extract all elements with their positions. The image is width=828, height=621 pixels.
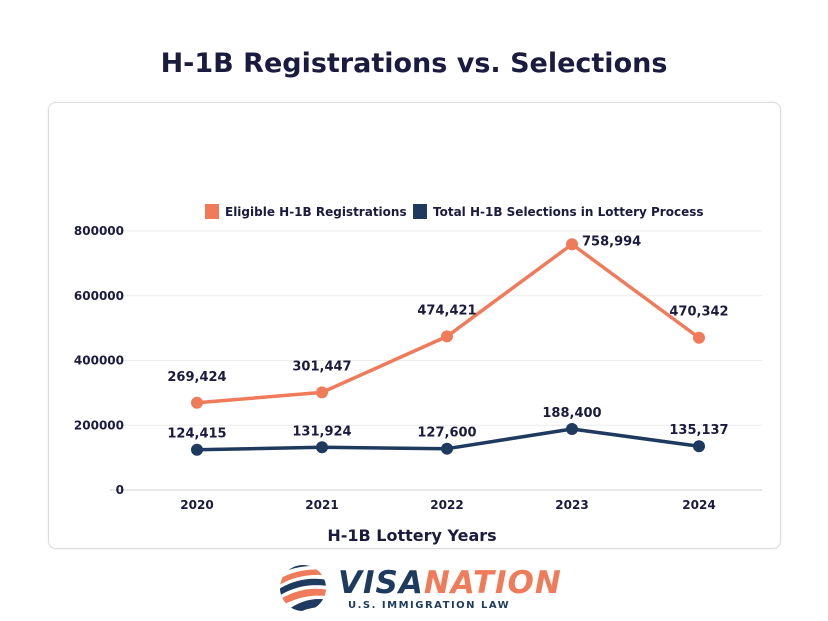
data-point	[693, 440, 705, 453]
legend-label: Total H-1B Selections in Lottery Process	[433, 205, 704, 219]
logo-nation: NATION	[423, 565, 562, 601]
logo-visa: VISA	[338, 565, 424, 601]
logo-wordmark: VISANATION	[338, 565, 562, 601]
globe-logo-icon	[280, 565, 326, 611]
x-axis-label: H-1B Lottery Years	[327, 526, 496, 545]
logo-tagline: U.S. IMMIGRATION LAW	[348, 600, 511, 611]
data-label: 188,400	[542, 406, 601, 421]
chart-title: H-1B Registrations vs. Selections	[160, 48, 668, 79]
y-tick-label: 400000	[74, 354, 124, 368]
x-tick-label: 2020	[180, 498, 213, 512]
data-point	[693, 331, 705, 344]
data-point	[566, 423, 578, 436]
data-point	[316, 386, 328, 399]
data-point	[191, 443, 203, 456]
y-tick-label: 600000	[74, 289, 124, 303]
legend-swatch	[205, 204, 219, 219]
x-tick-label: 2024	[682, 498, 715, 512]
series-line	[196, 242, 701, 405]
data-label: 758,994	[582, 234, 641, 249]
data-point	[441, 442, 453, 455]
data-label: 131,924	[292, 424, 351, 439]
legend-swatch	[413, 204, 427, 219]
data-label: 470,342	[669, 305, 728, 320]
x-tick-label: 2022	[430, 498, 463, 512]
chart-card	[48, 102, 781, 549]
data-label: 124,415	[167, 427, 226, 442]
y-tick-label: 0	[116, 483, 124, 497]
data-label: 127,600	[417, 426, 476, 441]
data-point	[441, 330, 453, 343]
data-label: 269,424	[167, 370, 226, 385]
visanation-logo: VISANATION U.S. IMMIGRATION LAW	[278, 563, 561, 618]
data-point	[316, 441, 328, 454]
legend-label: Eligible H-1B Registrations	[225, 205, 407, 219]
data-label: 135,137	[669, 423, 728, 438]
y-tick-label: 800000	[74, 224, 124, 238]
y-tick-label: 200000	[74, 418, 124, 432]
x-tick-label: 2021	[305, 498, 338, 512]
data-point	[191, 396, 203, 409]
data-point	[566, 238, 578, 251]
data-label: 301,447	[292, 359, 351, 374]
x-tick-label: 2023	[555, 498, 588, 512]
data-label: 474,421	[417, 303, 476, 318]
